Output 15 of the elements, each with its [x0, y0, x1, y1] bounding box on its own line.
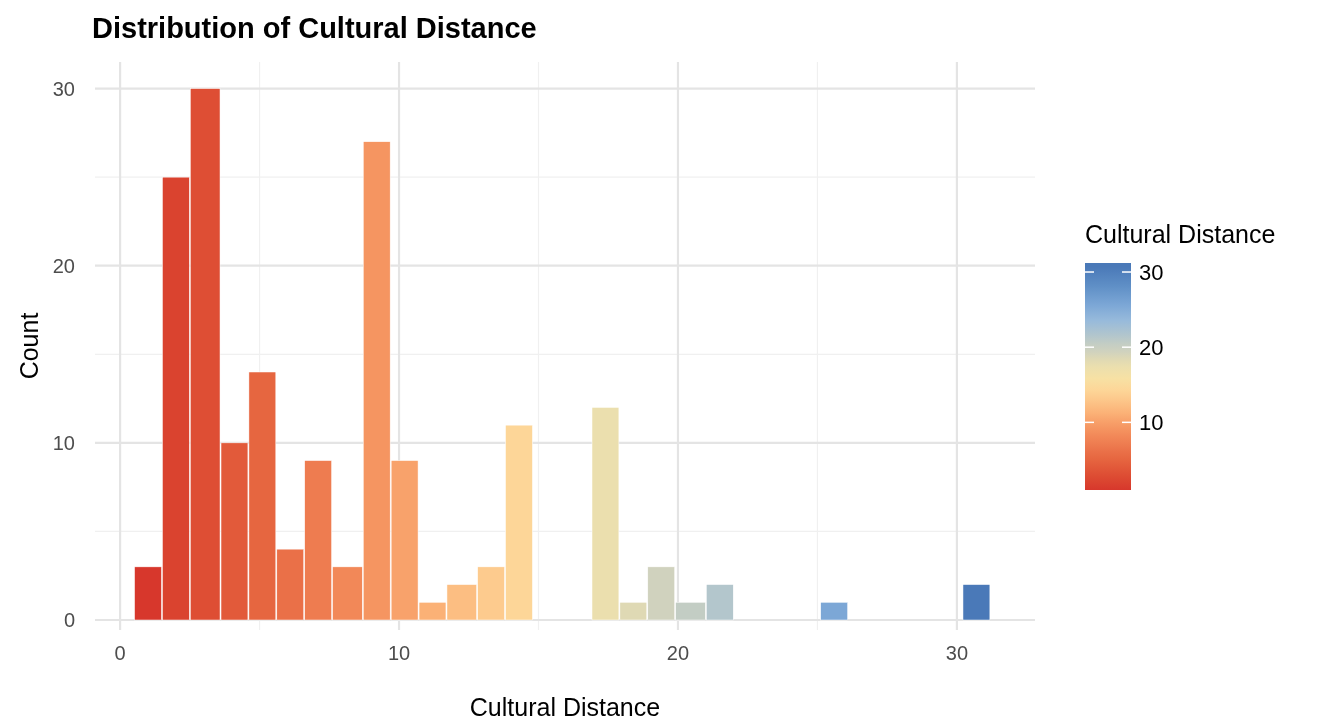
y-tick-label: 10	[52, 431, 75, 454]
x-tick-label: 10	[387, 642, 411, 664]
x-tick-label: 30	[945, 642, 969, 664]
x-tick-label: 0	[114, 642, 126, 664]
y-axis-title: Count	[15, 312, 43, 380]
y-tick-label: 0	[63, 609, 75, 631]
x-tick-label: 20	[666, 642, 690, 664]
color-bar-label: 30	[1139, 260, 1164, 286]
color-bar-title: Cultural Distance	[1085, 220, 1276, 248]
x-axis-title: Cultural Distance	[469, 693, 661, 721]
color-bar-label: 10	[1139, 410, 1164, 436]
y-tick-label: 30	[52, 77, 75, 100]
chart-title: Distribution of Cultural Distance	[92, 12, 537, 44]
color-bar-label: 20	[1139, 335, 1164, 361]
y-tick-label: 20	[52, 254, 75, 277]
